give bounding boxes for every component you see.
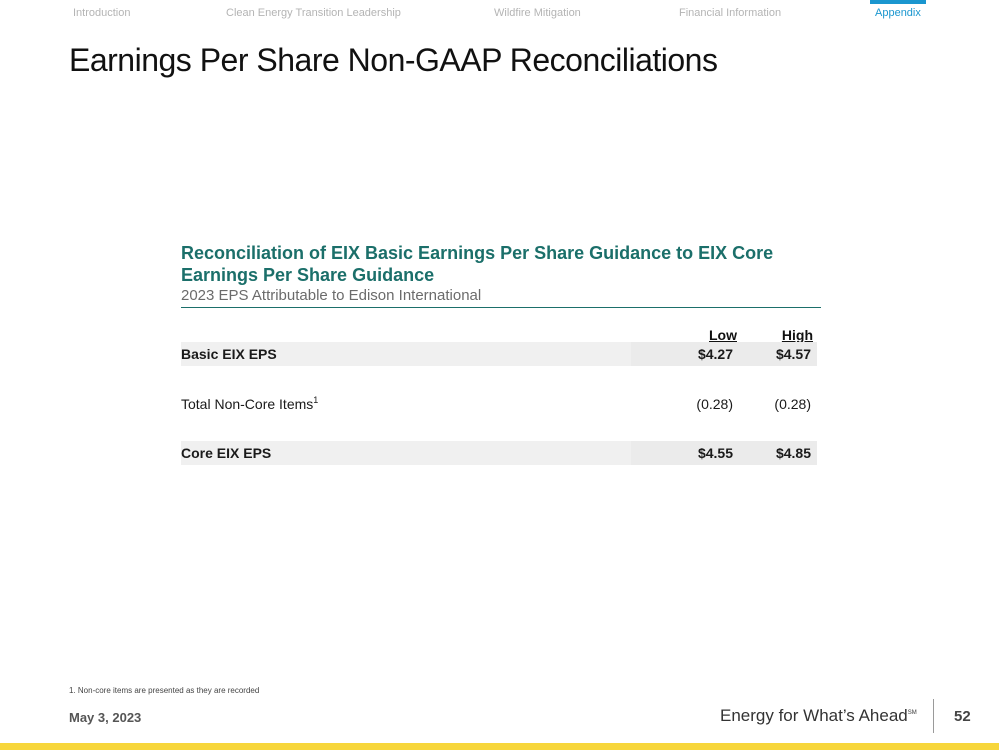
service-mark: SM	[907, 710, 917, 716]
row-value-high: $4.85	[775, 445, 811, 461]
nav-item-wildfire-mitigation[interactable]: Wildfire Mitigation	[494, 7, 581, 19]
column-headers: Low High	[181, 308, 821, 343]
column-header-high: High	[781, 327, 813, 343]
reconciliation-heading: Reconciliation of EIX Basic Earnings Per…	[181, 243, 774, 285]
row-label-text: Total Non-Core Items	[181, 396, 314, 412]
footnote-marker: 1	[313, 395, 319, 405]
table-row-basic-eps: Basic EIX EPS $4.27 $4.57	[181, 342, 817, 366]
page-title: Earnings Per Share Non-GAAP Reconciliati…	[69, 42, 718, 78]
table-row-non-core-items: Total Non-Core Items1 (0.28) (0.28)	[181, 392, 817, 416]
row-value-low: (0.28)	[696, 396, 733, 412]
bottom-accent-bar	[0, 743, 999, 750]
value-cell-background	[631, 342, 817, 366]
row-label: Total Non-Core Items1	[181, 392, 318, 416]
row-label: Basic EIX EPS	[181, 346, 277, 362]
value-cell-background	[631, 441, 817, 465]
row-label: Core EIX EPS	[181, 445, 272, 461]
top-navigation: Introduction Clean Energy Transition Lea…	[0, 0, 999, 26]
nav-item-clean-energy-transition-leadership[interactable]: Clean Energy Transition Leadership	[226, 7, 401, 19]
nav-item-financial-information[interactable]: Financial Information	[679, 7, 782, 19]
tagline-text: Energy for What’s Ahead	[720, 706, 908, 725]
row-value-high: $4.57	[775, 346, 811, 362]
page-number: 52	[954, 708, 971, 725]
table-row-core-eps: Core EIX EPS $4.55 $4.85	[181, 441, 817, 465]
reconciliation-table: Reconciliation of EIX Basic Earnings Per…	[181, 242, 821, 465]
presentation-date: May 3, 2023	[69, 710, 142, 725]
column-header-low: Low	[709, 327, 737, 343]
footer-divider	[933, 699, 934, 733]
nav-item-appendix[interactable]: Appendix	[875, 7, 921, 19]
brand-tagline: Energy for What’s AheadSM	[720, 706, 917, 726]
nav-item-introduction[interactable]: Introduction	[73, 7, 131, 19]
row-value-high: (0.28)	[774, 396, 811, 412]
row-value-low: $4.55	[697, 445, 733, 461]
nav-active-indicator	[870, 0, 926, 4]
row-value-low: $4.27	[697, 346, 733, 362]
reconciliation-subtitle: 2023 EPS Attributable to Edison Internat…	[181, 287, 821, 308]
footnote: 1. Non-core items are presented as they …	[69, 686, 260, 695]
